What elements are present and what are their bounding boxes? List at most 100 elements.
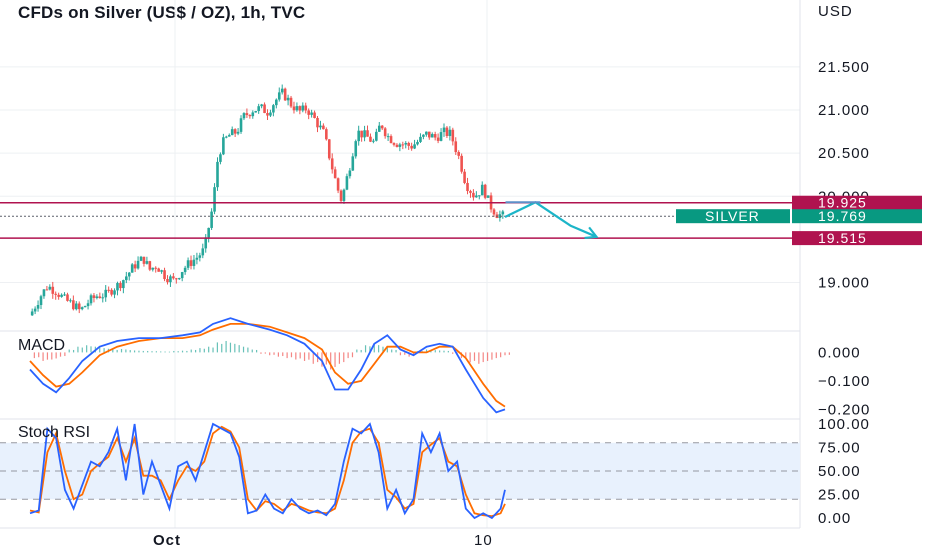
macd-tick-label: −0.100 xyxy=(818,373,870,390)
candle-down xyxy=(466,182,469,192)
macd-histogram-bar xyxy=(321,352,323,367)
candle-up xyxy=(342,189,346,201)
candle-up xyxy=(477,195,481,197)
candle-down xyxy=(472,192,475,198)
macd-histogram-bar xyxy=(59,352,62,357)
candle-up xyxy=(251,112,255,117)
candle-up xyxy=(36,305,40,309)
candle-up xyxy=(439,132,443,141)
candle-down xyxy=(54,293,58,295)
macd-histogram-bar xyxy=(55,352,57,359)
candle-up xyxy=(257,106,260,112)
macd-histogram-bar xyxy=(99,347,101,353)
candle-up xyxy=(301,105,305,111)
candle-up xyxy=(363,130,366,138)
macd-histogram-bar xyxy=(164,351,166,353)
candle-up xyxy=(351,156,355,171)
macd-histogram-bar xyxy=(308,352,310,360)
projection-arrowhead xyxy=(584,226,599,240)
candle-up xyxy=(222,137,225,155)
candle-down xyxy=(72,300,75,310)
macd-histogram-bar xyxy=(347,352,349,359)
macd-histogram-bar xyxy=(38,352,40,358)
candle-down xyxy=(266,113,269,116)
macd-histogram-bar xyxy=(504,352,506,356)
projection-path xyxy=(504,201,597,238)
candle-up xyxy=(269,112,272,116)
candle-down xyxy=(492,209,496,215)
macd-histogram-bar xyxy=(277,352,279,357)
macd-histogram-bar xyxy=(160,351,162,353)
candle-up xyxy=(113,290,116,295)
candle-up xyxy=(160,270,163,272)
candle-down xyxy=(436,137,440,141)
candle-down xyxy=(289,97,293,107)
candle-up xyxy=(136,260,140,269)
macd-histogram-bar xyxy=(399,352,402,356)
macd-histogram-bar xyxy=(103,348,105,353)
macd-histogram-bar xyxy=(434,350,436,353)
candle-up xyxy=(277,92,281,100)
candle-up xyxy=(216,161,219,188)
candle-up xyxy=(169,276,172,283)
macd-histogram-bar xyxy=(151,351,153,353)
candle-up xyxy=(69,300,72,302)
candle-up xyxy=(139,256,143,261)
level-tag xyxy=(792,195,922,210)
stoch-tick-label: 0.00 xyxy=(818,510,851,527)
macd-histogram-bar xyxy=(382,346,384,353)
macd-histogram-bar xyxy=(330,352,332,370)
macd-histogram-bar xyxy=(373,343,375,353)
candle-down xyxy=(77,303,81,310)
candle-down xyxy=(469,191,472,193)
candle-down xyxy=(92,295,96,299)
macd-histogram-bar xyxy=(129,350,131,353)
candle-down xyxy=(454,141,458,153)
candle-up xyxy=(116,283,119,291)
candle-down xyxy=(148,261,152,270)
macd-histogram-bar xyxy=(229,342,232,353)
candle-up xyxy=(448,129,452,136)
macd-histogram-bar xyxy=(77,346,79,353)
candle-up xyxy=(127,272,131,277)
macd-histogram-bar xyxy=(391,349,393,353)
candle-up xyxy=(480,184,484,196)
macd-histogram-bar xyxy=(142,350,144,353)
candle-down xyxy=(427,131,431,138)
macd-histogram-bar xyxy=(482,352,484,363)
macd-histogram-bar xyxy=(303,352,306,361)
macd-histogram-bar xyxy=(364,345,367,353)
chart-title: CFDs on Silver (US$ / OZ), 1h, TVC xyxy=(18,3,306,22)
candle-down xyxy=(313,112,316,118)
candle-down xyxy=(433,134,437,138)
macd-histogram-bar xyxy=(190,349,192,353)
candle-up xyxy=(204,237,208,249)
candle-up xyxy=(48,286,52,290)
candle-up xyxy=(83,306,87,308)
stoch-tick-label: 100.00 xyxy=(818,416,870,433)
candle-up xyxy=(39,296,43,306)
macd-histogram-bar xyxy=(155,351,157,353)
macd-histogram-bar xyxy=(334,352,336,367)
macd-histogram-bar xyxy=(478,352,480,364)
macd-histogram-bar xyxy=(351,352,354,358)
candle-down xyxy=(333,169,337,179)
macd-histogram-bar xyxy=(181,350,184,353)
candle-down xyxy=(292,106,296,111)
macd-histogram-bar xyxy=(343,352,345,363)
macd-histogram-bar xyxy=(221,343,223,353)
candle-up xyxy=(404,142,408,145)
candle-down xyxy=(330,158,334,170)
candle-down xyxy=(45,289,49,291)
candle-down xyxy=(339,190,343,201)
candle-down xyxy=(395,144,399,147)
macd-histogram-bar xyxy=(116,349,118,353)
candle-down xyxy=(410,145,413,149)
candle-down xyxy=(383,128,387,137)
candle-up xyxy=(386,136,390,138)
macd-histogram-bar xyxy=(299,352,301,359)
macd-histogram-bar xyxy=(125,349,127,353)
macd-histogram-bar xyxy=(260,352,262,354)
candle-down xyxy=(360,130,363,138)
